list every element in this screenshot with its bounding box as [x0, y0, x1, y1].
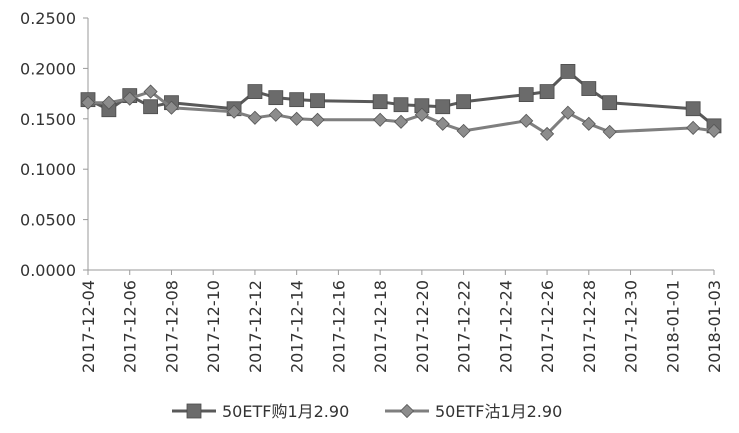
data-point	[560, 105, 575, 120]
data-point	[456, 123, 471, 138]
series-line	[88, 90, 715, 136]
data-point	[268, 90, 284, 106]
x-tick-label: 2018-01-03	[705, 280, 724, 373]
data-point	[519, 113, 534, 128]
data-point	[581, 116, 596, 131]
series-2	[80, 84, 722, 141]
data-point	[310, 112, 325, 127]
y-tick-label: 0.2500	[20, 9, 76, 28]
series-1	[80, 64, 722, 134]
data-point	[268, 107, 283, 122]
legend-marker	[186, 403, 202, 419]
x-tick-label: 2017-12-12	[246, 280, 265, 373]
x-tick-label: 2018-01-01	[663, 280, 682, 373]
legend-label: 50ETF购1月2.90	[222, 402, 349, 421]
legend: 50ETF购1月2.90 50ETF沽1月2.90	[172, 402, 562, 421]
x-tick-label: 2017-12-30	[622, 280, 641, 373]
x-tick-label: 2017-12-18	[371, 280, 390, 373]
legend-marker	[399, 403, 415, 419]
data-point	[539, 84, 555, 99]
data-point	[373, 112, 388, 127]
y-tick-label: 0.0000	[20, 261, 76, 280]
data-point	[289, 111, 304, 126]
data-point	[456, 94, 472, 110]
data-point	[247, 110, 262, 125]
data-point	[143, 99, 159, 115]
y-tick-label: 0.1000	[20, 160, 76, 179]
data-point	[247, 84, 263, 99]
data-point	[393, 97, 409, 113]
data-point	[122, 91, 137, 106]
data-point	[540, 126, 555, 141]
data-point	[560, 64, 576, 79]
data-point	[227, 104, 242, 119]
x-tick-label: 2017-12-20	[413, 280, 432, 373]
data-point	[310, 93, 325, 109]
data-point	[685, 101, 701, 117]
data-point	[435, 99, 451, 115]
series-line	[87, 69, 715, 128]
x-tick-label: 2017-12-04	[79, 280, 98, 373]
data-point	[164, 100, 179, 115]
series-layer	[80, 64, 722, 141]
data-point	[393, 114, 409, 129]
x-tick-label: 2017-12-22	[455, 280, 474, 373]
x-tick-label: 2017-12-24	[496, 280, 515, 373]
y-tick-label: 0.0500	[20, 211, 76, 230]
x-tick-label: 2017-12-10	[204, 280, 223, 373]
x-tick-label: 2017-12-06	[121, 280, 140, 373]
data-point	[143, 84, 158, 99]
x-tick-label: 2017-12-16	[329, 280, 348, 373]
data-point	[602, 95, 618, 111]
x-tick-label: 2017-12-28	[580, 280, 599, 373]
x-tick-label: 2017-12-26	[538, 280, 557, 373]
data-point	[101, 95, 116, 110]
data-point	[289, 92, 305, 108]
y-tick-label: 0.1500	[20, 110, 76, 129]
data-point	[602, 124, 617, 139]
y-tick-label: 0.2000	[20, 59, 76, 78]
data-point	[581, 81, 597, 96]
x-tick-label: 2017-12-14	[288, 280, 307, 373]
axes-layer: 0.0000 0.0500 0.1000 0.1500 0.2000 0.2500 2017…	[20, 9, 724, 373]
data-point	[80, 95, 96, 110]
data-point	[414, 107, 429, 122]
data-point	[435, 116, 450, 131]
data-point	[372, 94, 388, 110]
data-point	[706, 123, 722, 138]
data-point	[518, 87, 534, 103]
legend-item-1: 50ETF购1月2.90	[172, 402, 349, 421]
legend-label: 50ETF沽1月2.90	[435, 402, 562, 421]
data-point	[686, 120, 701, 135]
legend-item-2: 50ETF沽1月2.90	[385, 402, 562, 421]
x-tick-label: 2017-12-08	[162, 280, 181, 373]
